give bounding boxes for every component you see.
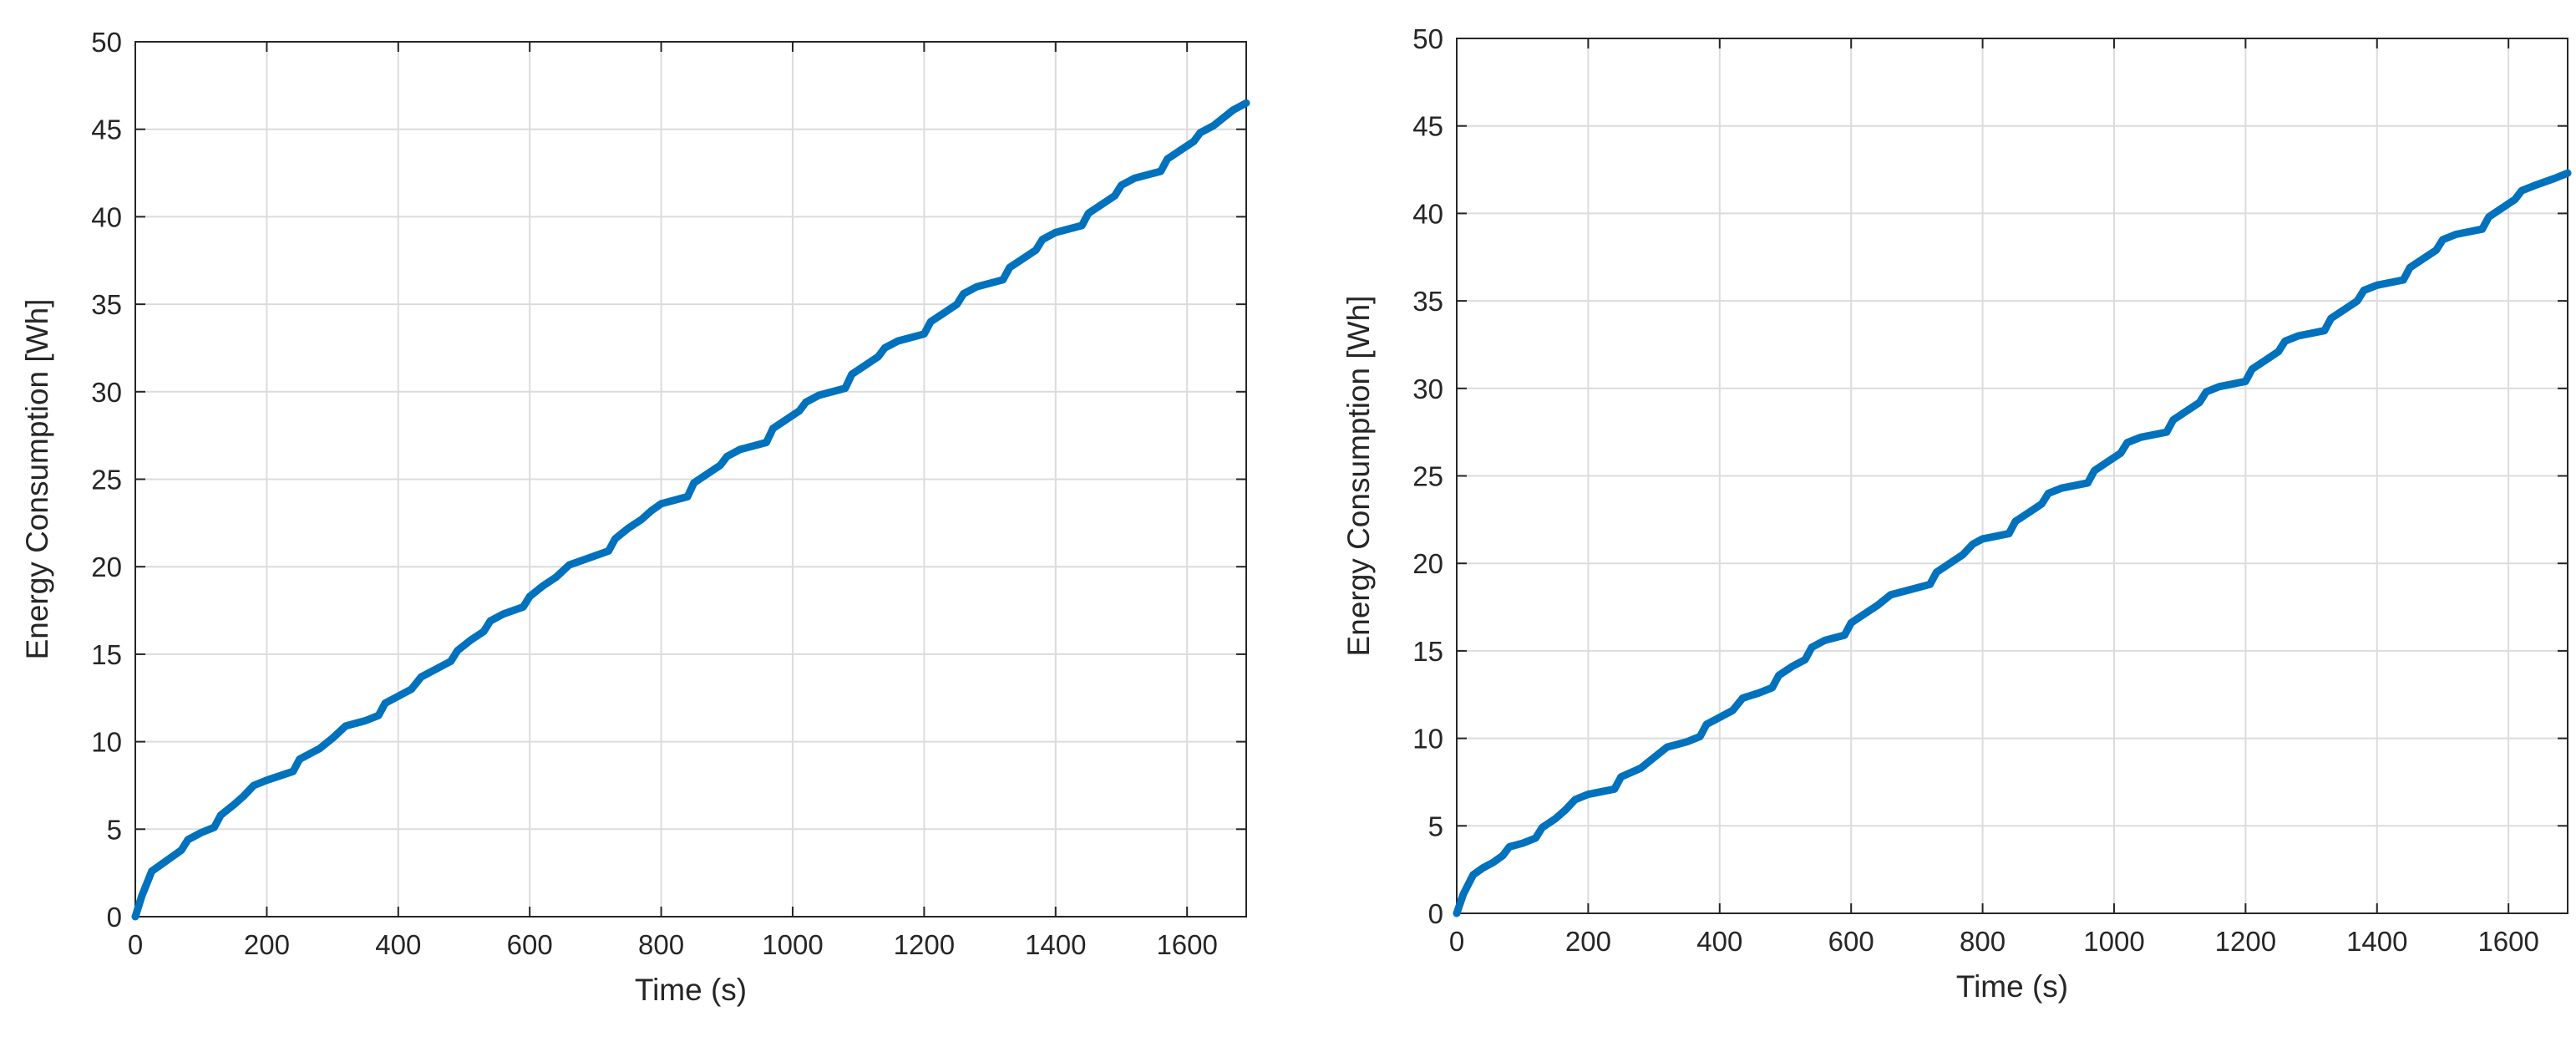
x-tick-label: 200 xyxy=(1565,926,1611,957)
x-tick-label: 0 xyxy=(128,929,143,960)
y-tick-label: 45 xyxy=(91,114,122,145)
y-tick-label: 50 xyxy=(1412,23,1443,54)
x-tick-label: 400 xyxy=(375,929,421,960)
x-tick-label: 800 xyxy=(638,929,684,960)
y-tick-label: 0 xyxy=(1428,898,1443,929)
y-tick-label: 5 xyxy=(107,814,122,845)
x-tick-label: 400 xyxy=(1696,926,1742,957)
y-tick-label: 20 xyxy=(1412,548,1443,579)
series-line xyxy=(131,99,1250,921)
y-tick-label: 45 xyxy=(1412,111,1443,142)
y-tick-label: 10 xyxy=(1412,724,1443,755)
x-tick-label: 1600 xyxy=(1156,929,1217,960)
x-tick-label: 800 xyxy=(1960,926,2006,957)
x-tick-label: 200 xyxy=(244,929,290,960)
y-tick-label: 25 xyxy=(1412,461,1443,492)
x-tick-label: 600 xyxy=(1828,926,1874,957)
y-tick-label: 30 xyxy=(1412,374,1443,404)
y-tick-label: 20 xyxy=(91,552,122,582)
y-axis-label: Energy Consumption [Wh] xyxy=(1341,296,1376,657)
chart-left: 0 200 400 600 800 1000 1200 1400 1600 0 5 10 15 20 25 3… xyxy=(20,27,1250,1007)
y-tick-label: 5 xyxy=(1428,811,1443,841)
x-tick-label: 0 xyxy=(1449,926,1464,957)
y-tick-label: 40 xyxy=(1412,198,1443,229)
chart-right: 0 200 400 600 800 1000 1200 1400 1600 0 5 10 15 20 25 3… xyxy=(1341,23,2572,1004)
x-tick-label: 1200 xyxy=(2215,926,2276,957)
y-tick-label: 35 xyxy=(1412,286,1443,317)
y-tick-label: 35 xyxy=(91,289,122,320)
y-axis-label: Energy Consumption [Wh] xyxy=(20,299,54,660)
y-tick-label: 15 xyxy=(1412,636,1443,667)
x-tick-label: 600 xyxy=(507,929,553,960)
x-axis-label: Time (s) xyxy=(635,973,747,1007)
x-axis-label: Time (s) xyxy=(1956,969,2068,1004)
y-tick-label: 25 xyxy=(91,465,122,496)
y-tick-label: 15 xyxy=(91,639,122,670)
x-tick-label: 1000 xyxy=(2083,926,2144,957)
y-tick-label: 0 xyxy=(107,902,122,933)
x-tick-label: 1200 xyxy=(894,929,955,960)
x-tick-label: 1400 xyxy=(2346,926,2407,957)
y-tick-label: 50 xyxy=(91,27,122,58)
x-tick-label: 1400 xyxy=(1025,929,1086,960)
y-tick-label: 30 xyxy=(91,377,122,408)
x-tick-label: 1000 xyxy=(762,929,823,960)
x-tick-label: 1600 xyxy=(2477,926,2538,957)
y-tick-label: 40 xyxy=(91,201,122,232)
y-tick-label: 10 xyxy=(91,727,122,758)
series-line xyxy=(1453,169,2572,918)
